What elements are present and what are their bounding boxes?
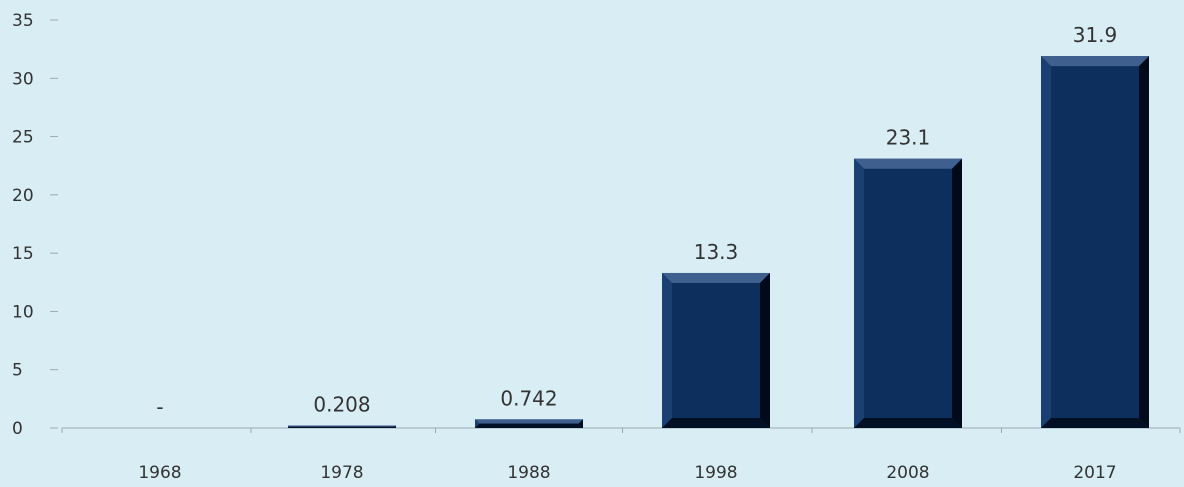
data-label-1998: 13.3: [694, 240, 739, 264]
bar-1988: [475, 419, 583, 428]
y-tick-label: 30: [12, 69, 34, 89]
bar-2017: [1041, 56, 1149, 428]
bar-2008: [854, 158, 962, 428]
x-tick-label: 1988: [507, 463, 550, 483]
data-label-1988: 0.742: [500, 386, 557, 410]
y-axis-ticks: 0 5 10 15 20 25 30 35: [12, 11, 58, 439]
bars-group: [288, 56, 1149, 428]
x-tick-label: 2017: [1073, 463, 1116, 483]
y-tick-label: 5: [12, 361, 23, 381]
data-label-2008: 23.1: [886, 126, 931, 150]
y-tick-label: 10: [12, 302, 34, 322]
bar-1998: [662, 272, 770, 428]
data-label-2017: 31.9: [1073, 23, 1118, 47]
bar-1978: [288, 425, 396, 428]
y-tick-label: 25: [12, 128, 34, 148]
y-tick-label: 15: [12, 244, 34, 264]
x-axis-labels: 1968 1978 1988 1998 2008 2017: [61, 428, 1181, 483]
y-tick-label: 20: [12, 186, 34, 206]
x-tick-label: 1998: [694, 463, 737, 483]
data-label-1978: 0.208: [313, 393, 370, 417]
y-tick-label: 35: [12, 11, 34, 31]
data-labels-group: - 0.208 0.742 13.3 23.1 31.9: [156, 23, 1117, 419]
x-tick-label: 1968: [138, 463, 181, 483]
y-tick-label: 0: [12, 419, 23, 439]
x-tick-label: 1978: [320, 463, 363, 483]
x-tick-label: 2008: [886, 463, 929, 483]
data-label-1968: -: [156, 395, 163, 419]
